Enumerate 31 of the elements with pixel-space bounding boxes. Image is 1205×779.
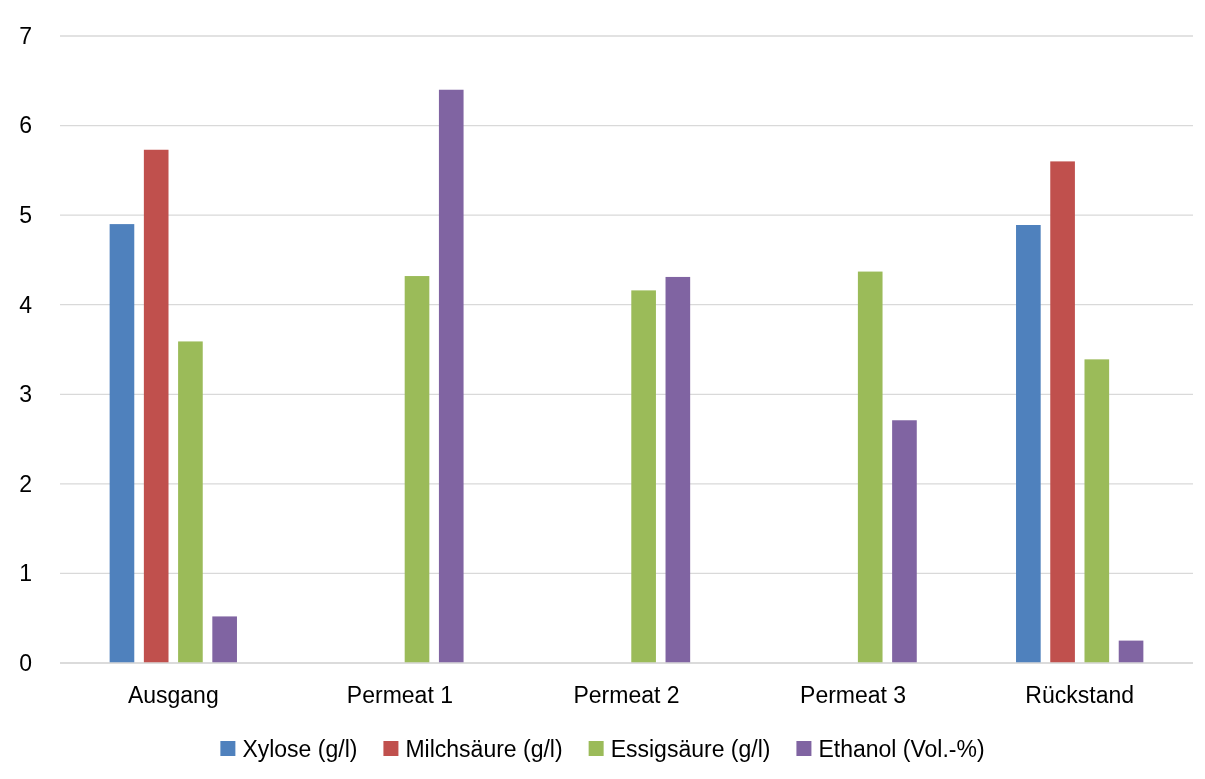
bar [143, 149, 169, 663]
y-tick-label: 0 [19, 649, 32, 676]
y-tick-label: 2 [19, 470, 32, 497]
bar [1084, 359, 1110, 663]
y-tick-label: 6 [19, 112, 32, 139]
bar [857, 271, 883, 663]
legend-label: Ethanol (Vol.-%) [818, 736, 985, 763]
bar [178, 341, 203, 663]
x-tick-label: Rückstand [1025, 682, 1135, 709]
x-tick-label: Permeat 3 [800, 682, 907, 709]
x-tick-label: Ausgang [127, 682, 219, 709]
bar [1118, 640, 1144, 663]
y-tick-label: 5 [19, 202, 32, 228]
y-tick-label: 1 [19, 560, 32, 587]
legend-label: Xylose (g/l) [242, 736, 358, 763]
legend-label: Essigsäure (g/l) [610, 736, 771, 763]
legend-label: Milchsäure (g/l) [405, 736, 563, 763]
bar [1016, 225, 1041, 663]
x-tick-label: Permeat 2 [573, 682, 680, 709]
x-tick-label: Permeat 1 [346, 682, 453, 709]
bar [212, 616, 237, 663]
bar [109, 224, 135, 663]
bar [438, 89, 464, 663]
y-tick-label: 3 [19, 381, 32, 408]
bar [892, 420, 917, 663]
bar [665, 276, 691, 663]
y-tick-label: 7 [19, 22, 32, 49]
bar [631, 290, 656, 663]
bar [404, 276, 430, 663]
y-tick-label: 4 [19, 291, 33, 318]
bar [1050, 161, 1075, 663]
